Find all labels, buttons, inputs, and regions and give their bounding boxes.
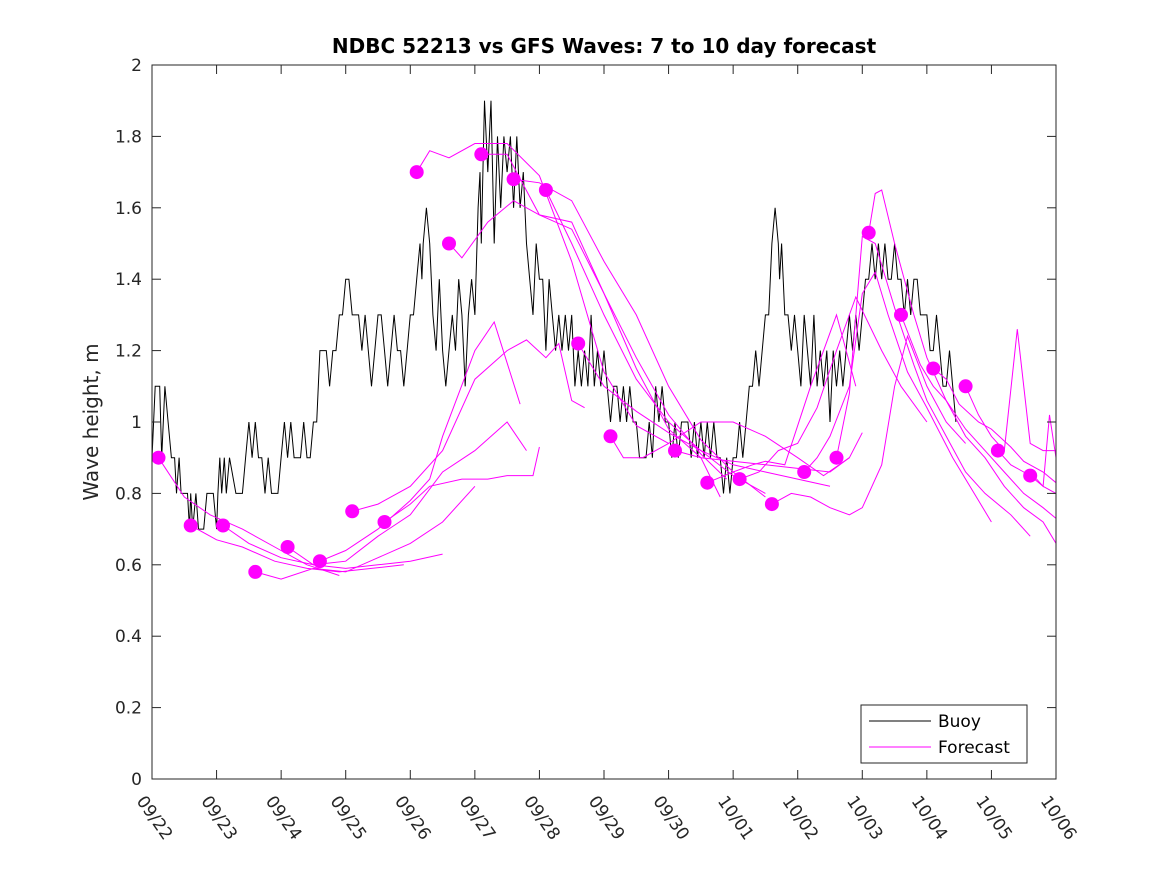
forecast-start-marker-19 <box>797 465 812 479</box>
y-tick-label: 2 <box>131 56 142 76</box>
forecast-line-18 <box>771 334 966 516</box>
legend-label-forecast: Forecast <box>938 738 1010 758</box>
forecast-line-22 <box>900 314 1056 519</box>
y-tick-label: 0.8 <box>115 484 142 504</box>
forecast-start-marker-13 <box>571 336 586 351</box>
y-tick-label: 1.2 <box>115 342 142 362</box>
y-tick-label: 0.4 <box>115 627 142 647</box>
forecast-line-24 <box>965 329 1056 452</box>
forecast-start-marker-14 <box>603 429 618 444</box>
forecast-start-marker-11 <box>506 172 521 187</box>
forecast-start-marker-23 <box>926 361 941 376</box>
forecast-start-marker-26 <box>1023 468 1038 483</box>
forecast-line-19 <box>803 270 992 523</box>
plot-area <box>152 65 1056 779</box>
forecast-line-3 <box>255 485 476 580</box>
forecast-start-marker-0 <box>152 450 166 465</box>
forecast-start-marker-10 <box>474 147 489 162</box>
y-tick-label: 0.6 <box>115 556 142 576</box>
forecast-start-marker-9 <box>442 236 456 251</box>
forecast-start-marker-6 <box>345 504 360 519</box>
chart-title: NDBC 52213 vs GFS Waves: 7 to 10 day for… <box>332 34 877 58</box>
forecast-line-13 <box>577 343 831 487</box>
forecast-start-marker-5 <box>312 554 327 569</box>
forecast-start-marker-25 <box>990 443 1005 458</box>
forecast-line-0 <box>158 457 340 576</box>
forecast-line-20 <box>836 235 1031 537</box>
forecast-line-25 <box>997 414 1056 488</box>
forecast-line-7 <box>384 446 540 523</box>
forecast-line-12 <box>545 189 766 494</box>
y-tick-label: 0.2 <box>115 699 142 719</box>
forecast-start-marker-16 <box>700 475 715 490</box>
forecast-start-marker-24 <box>958 379 973 394</box>
forecast-start-marker-22 <box>894 307 908 322</box>
forecast-start-marker-7 <box>377 515 392 529</box>
forecast-start-marker-17 <box>732 472 747 487</box>
forecast-start-marker-8 <box>409 165 424 180</box>
forecast-start-marker-4 <box>280 540 295 554</box>
forecast-start-marker-12 <box>538 183 553 197</box>
forecast-start-marker-20 <box>829 450 844 465</box>
y-tick-label: 1 <box>131 413 142 433</box>
forecast-line-15 <box>674 432 863 473</box>
forecast-line-17 <box>739 295 928 480</box>
forecast-start-marker-1 <box>183 518 198 533</box>
forecast-start-marker-2 <box>216 518 230 533</box>
forecast-start-marker-18 <box>764 497 779 512</box>
y-tick-label: 1.6 <box>115 199 142 219</box>
forecast-line-16 <box>707 313 857 484</box>
legend-label-buoy: Buoy <box>938 712 981 732</box>
y-axis-label: Wave height, m <box>79 343 103 500</box>
forecast-line-1 <box>190 525 404 573</box>
y-tick-label: 1.8 <box>115 127 142 147</box>
forecast-line-2 <box>222 525 443 569</box>
forecast-line-23 <box>932 368 1056 484</box>
buoy-line <box>152 100 957 530</box>
forecast-line-14 <box>610 421 850 477</box>
forecast-start-marker-15 <box>668 443 682 458</box>
y-tick-label: 0 <box>131 770 142 790</box>
y-tick-label: 1.4 <box>115 270 142 290</box>
series-layer <box>152 100 1056 580</box>
forecast-runs <box>152 143 1056 580</box>
forecast-start-marker-21 <box>861 225 876 240</box>
legend-box <box>860 704 1028 764</box>
forecast-start-marker-3 <box>248 564 263 579</box>
legend: Buoy Forecast <box>860 704 1028 764</box>
forecast-line-6 <box>352 339 585 512</box>
forecast-line-5 <box>319 320 521 562</box>
